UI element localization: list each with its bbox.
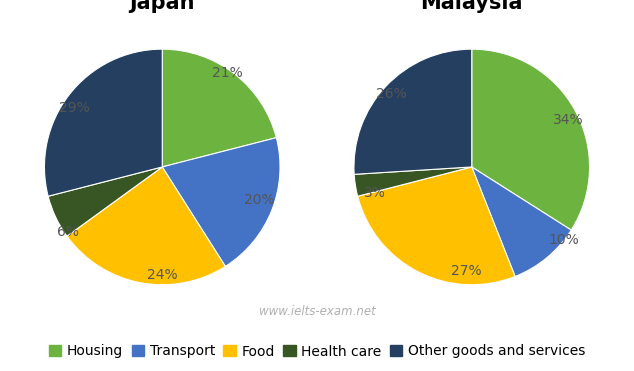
- Text: www.ielts-exam.net: www.ielts-exam.net: [259, 305, 375, 318]
- Text: 34%: 34%: [553, 113, 584, 127]
- Text: 10%: 10%: [548, 233, 579, 247]
- Text: 3%: 3%: [364, 186, 386, 200]
- Text: 26%: 26%: [376, 87, 407, 101]
- Wedge shape: [472, 167, 571, 276]
- Text: 6%: 6%: [57, 225, 79, 239]
- Text: 24%: 24%: [147, 268, 178, 282]
- Wedge shape: [44, 49, 162, 196]
- Wedge shape: [354, 49, 472, 174]
- Title: Malaysia: Malaysia: [420, 0, 523, 13]
- Wedge shape: [67, 167, 225, 285]
- Wedge shape: [354, 167, 472, 196]
- Text: 29%: 29%: [58, 101, 89, 115]
- Wedge shape: [472, 49, 590, 230]
- Text: 20%: 20%: [243, 193, 274, 207]
- Legend: Housing, Transport, Food, Health care, Other goods and services: Housing, Transport, Food, Health care, O…: [43, 339, 591, 364]
- Text: 27%: 27%: [451, 264, 481, 278]
- Wedge shape: [358, 167, 515, 285]
- Wedge shape: [48, 167, 162, 236]
- Title: Japan: Japan: [129, 0, 195, 13]
- Wedge shape: [162, 49, 276, 167]
- Wedge shape: [162, 138, 280, 266]
- Text: 21%: 21%: [212, 66, 242, 80]
